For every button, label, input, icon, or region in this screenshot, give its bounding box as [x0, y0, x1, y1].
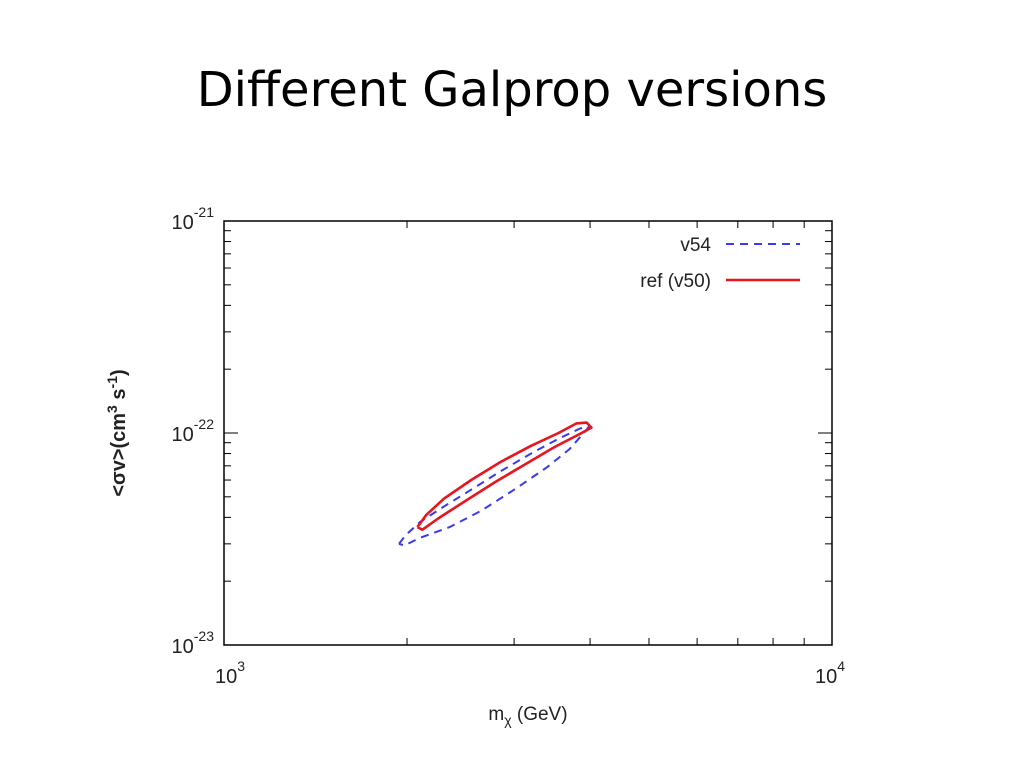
y-tick-label: 10-22: [172, 416, 215, 446]
legend: v54 ref (v50): [640, 235, 800, 292]
x-axis-label-sub: χ: [504, 712, 512, 728]
y-axis-label: <σv>(cm3 s-1): [104, 369, 130, 496]
y-tick-label-exp: -23: [194, 628, 214, 644]
x-tick-label-exp: 3: [237, 658, 245, 674]
x-tick-label-exp: 4: [837, 658, 845, 674]
x-tick-label-base: 10: [215, 666, 237, 688]
series-ref-v50-line: [416, 421, 593, 532]
y-tick-label: 10-21: [172, 204, 215, 234]
slide-title: Different Galprop versions: [196, 62, 828, 118]
y-axis-label-sup2: -1: [104, 376, 120, 389]
series-layer: [398, 421, 593, 547]
legend-label-v54: v54: [680, 235, 711, 256]
x-axis-label-rest: (GeV): [512, 704, 568, 725]
x-axis-label-base: m: [488, 704, 504, 725]
x-tick-label: 104: [815, 658, 845, 688]
minor-ticks: [223, 221, 832, 646]
y-tick-label-base: 10: [172, 636, 194, 658]
y-axis-label-a: <σv>(cm: [108, 413, 130, 497]
y-tick-label-base: 10: [172, 424, 194, 446]
y-axis-label-sup1: 3: [104, 405, 120, 413]
x-axis-label: mχ (GeV): [488, 704, 567, 728]
y-tick-label-base: 10: [172, 212, 194, 234]
x-tick-label-base: 10: [815, 666, 837, 688]
y-axis-label-b: s: [108, 388, 130, 405]
y-tick-label: 10-23: [172, 628, 215, 658]
plot-frame: [223, 220, 833, 646]
x-tick-label: 103: [215, 658, 245, 688]
y-tick-label-exp: -22: [194, 416, 214, 432]
series-v54-line: [398, 425, 590, 547]
y-axis-label-c: ): [108, 369, 130, 376]
legend-label-ref-v50: ref (v50): [640, 271, 711, 292]
y-tick-label-exp: -21: [194, 204, 214, 220]
